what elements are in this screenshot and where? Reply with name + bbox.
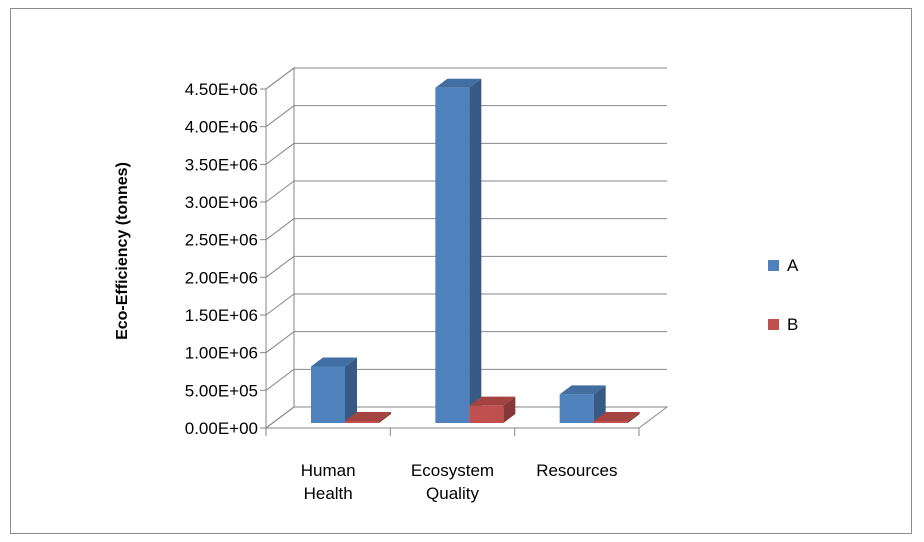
y-tick-label: 0.00E+00 xyxy=(185,419,258,438)
side-wall xyxy=(265,67,295,429)
bar-B-1 xyxy=(469,396,516,423)
gridline-side xyxy=(265,255,295,278)
bar-side xyxy=(469,78,482,424)
gridline-side xyxy=(265,293,295,316)
bar-front xyxy=(593,421,628,423)
bar-side xyxy=(503,396,516,423)
y-tick-label: 2.50E+06 xyxy=(185,231,258,250)
bar-top xyxy=(593,412,640,421)
legend-label-A: A xyxy=(787,256,799,275)
bar-top xyxy=(469,396,516,406)
bar-side xyxy=(345,357,357,423)
x-tick-label: Human Health xyxy=(301,461,356,503)
y-tick-label: 4.50E+06 xyxy=(185,80,258,99)
y-tick-label: 3.50E+06 xyxy=(185,155,258,174)
bar-B-0 xyxy=(345,412,391,423)
gridline-side xyxy=(265,67,295,90)
gridline-side xyxy=(265,368,295,391)
bar-top xyxy=(311,357,357,367)
bar-top xyxy=(345,412,391,421)
y-tick-label: 2.00E+06 xyxy=(185,268,258,287)
y-tick-label: 5.00E+05 xyxy=(185,381,258,400)
bar-top xyxy=(435,78,482,88)
legend-swatch-B xyxy=(768,319,779,330)
x-tick-label: Resources xyxy=(536,461,617,480)
gridline-side xyxy=(265,105,295,128)
y-tick-label: 3.00E+06 xyxy=(185,193,258,212)
bar-side xyxy=(627,412,640,423)
gridline-side xyxy=(265,218,295,241)
bars xyxy=(311,78,640,424)
y-axis-label: Eco-Efficiency (tonnes) xyxy=(114,162,131,340)
bar-front xyxy=(311,366,345,423)
bar-top xyxy=(559,385,606,395)
bar-front xyxy=(435,87,470,424)
x-tick-labels: Human Health Ecosystem Quality Resources xyxy=(301,461,618,503)
y-tick-label: 4.00E+06 xyxy=(185,118,258,137)
bar-front xyxy=(345,421,379,423)
bar-side xyxy=(593,385,606,423)
gridline-side xyxy=(265,406,295,429)
x-tick-label: Ecosystem Quality xyxy=(411,461,494,503)
legend-label-B: B xyxy=(787,315,798,334)
bar-front xyxy=(559,394,594,423)
gridline-side xyxy=(265,331,295,354)
y-tick-labels: 0.00E+00 5.00E+05 1.00E+06 1.50E+06 2.00E+06… xyxy=(185,80,258,438)
y-tick-label: 1.00E+06 xyxy=(185,344,258,363)
y-tick-label: 1.50E+06 xyxy=(185,306,258,325)
bar-front xyxy=(469,405,504,423)
legend: AB xyxy=(768,256,799,334)
bar-A-1 xyxy=(435,78,482,424)
legend-swatch-A xyxy=(768,260,779,271)
gridline-side xyxy=(265,180,295,203)
chart-frame: 0.00E+00 5.00E+05 1.00E+06 1.50E+06 2.00E+06… xyxy=(10,8,912,534)
axes xyxy=(260,88,640,436)
bar-side xyxy=(379,412,391,423)
gridline-side xyxy=(265,142,295,165)
bar-A-0 xyxy=(311,357,357,423)
bar-B-2 xyxy=(593,412,640,423)
eco-efficiency-chart: 0.00E+00 5.00E+05 1.00E+06 1.50E+06 2.00E+06… xyxy=(114,67,799,503)
bar-A-2 xyxy=(559,385,606,423)
